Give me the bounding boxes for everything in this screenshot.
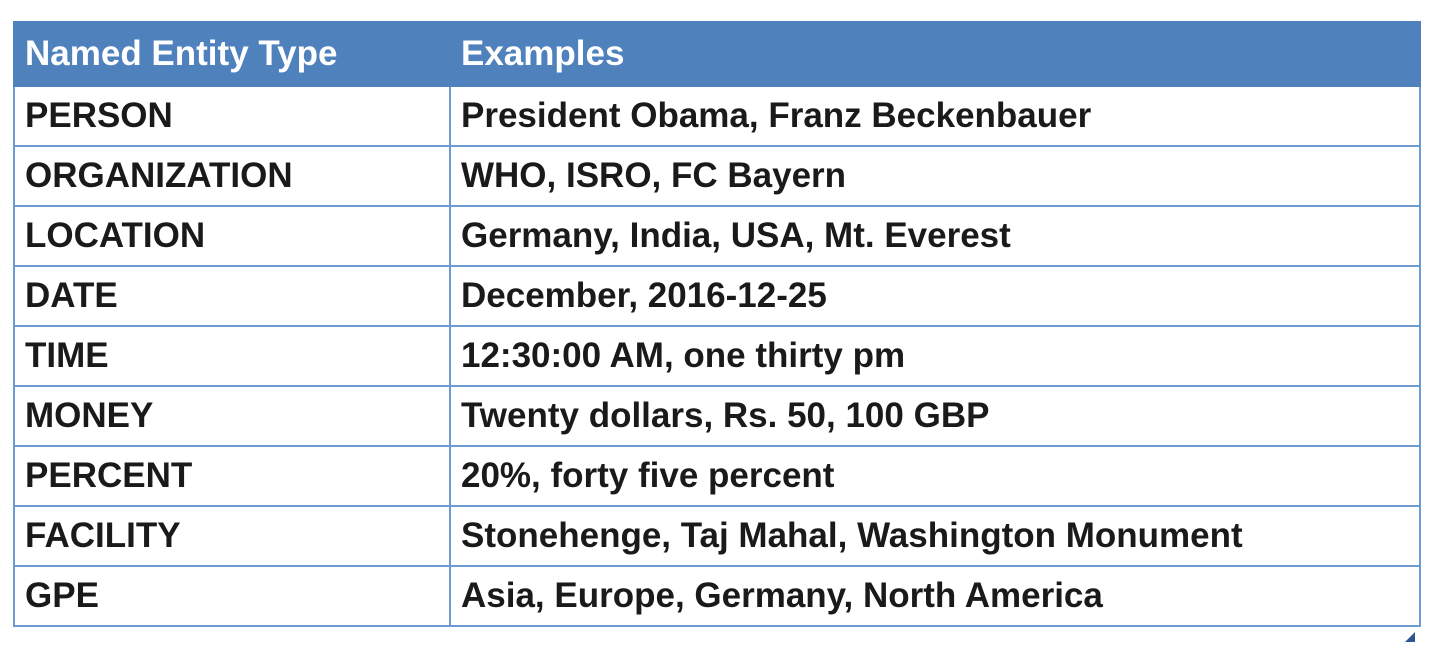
table-row: GPE Asia, Europe, Germany, North America (13, 565, 1421, 627)
entity-type-cell: MONEY (13, 385, 451, 447)
examples-cell: December, 2016-12-25 (449, 265, 1421, 327)
examples-cell: WHO, ISRO, FC Bayern (449, 145, 1421, 207)
entity-type-cell: PERSON (13, 85, 451, 147)
named-entity-table: Named Entity Type Examples PERSON Presid… (13, 21, 1421, 627)
entity-type-cell: ORGANIZATION (13, 145, 451, 207)
examples-cell: Twenty dollars, Rs. 50, 100 GBP (449, 385, 1421, 447)
examples-cell: 20%, forty five percent (449, 445, 1421, 507)
header-examples: Examples (449, 21, 1421, 87)
entity-type-cell: LOCATION (13, 205, 451, 267)
entity-type-cell: FACILITY (13, 505, 451, 567)
table-body: PERSON President Obama, Franz Beckenbaue… (13, 85, 1421, 627)
table-row: FACILITY Stonehenge, Taj Mahal, Washingt… (13, 505, 1421, 567)
examples-cell: Germany, India, USA, Mt. Everest (449, 205, 1421, 267)
header-row: Named Entity Type Examples (13, 21, 1421, 87)
table-resize-handle-icon[interactable] (1405, 632, 1415, 642)
entity-type-cell: GPE (13, 565, 451, 627)
table-row: ORGANIZATION WHO, ISRO, FC Bayern (13, 145, 1421, 207)
table-row: LOCATION Germany, India, USA, Mt. Everes… (13, 205, 1421, 267)
examples-cell: President Obama, Franz Beckenbauer (449, 85, 1421, 147)
examples-cell: 12:30:00 AM, one thirty pm (449, 325, 1421, 387)
table-header: Named Entity Type Examples (13, 21, 1421, 87)
entity-type-cell: PERCENT (13, 445, 451, 507)
entity-type-cell: DATE (13, 265, 451, 327)
table-row: PERSON President Obama, Franz Beckenbaue… (13, 85, 1421, 147)
table-row: DATE December, 2016-12-25 (13, 265, 1421, 327)
table-row: TIME 12:30:00 AM, one thirty pm (13, 325, 1421, 387)
table-row: MONEY Twenty dollars, Rs. 50, 100 GBP (13, 385, 1421, 447)
examples-cell: Asia, Europe, Germany, North America (449, 565, 1421, 627)
header-named-entity-type: Named Entity Type (13, 21, 451, 87)
entity-type-cell: TIME (13, 325, 451, 387)
table-row: PERCENT 20%, forty five percent (13, 445, 1421, 507)
examples-cell: Stonehenge, Taj Mahal, Washington Monume… (449, 505, 1421, 567)
